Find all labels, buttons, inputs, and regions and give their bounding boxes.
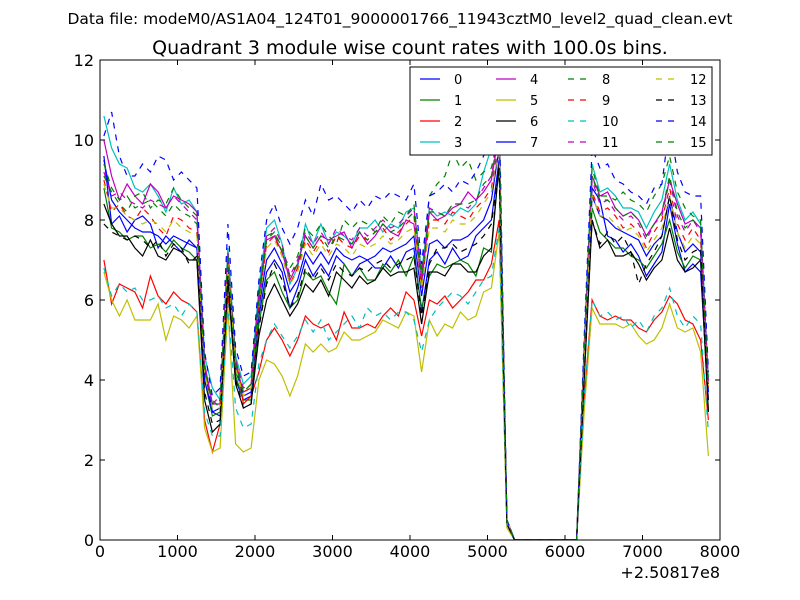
x-tick-label: 0 [95,542,105,561]
legend-label-6: 6 [530,115,538,130]
series-line-5 [103,231,709,540]
x-tick-label: 5000 [467,542,508,561]
y-tick-label: 6 [84,291,94,310]
legend-label-7: 7 [530,136,538,151]
legend-label-11: 11 [602,136,619,151]
legend-label-12: 12 [690,73,707,88]
y-tick-label: 10 [74,131,94,150]
y-tick-label: 12 [74,51,94,70]
axes-layer: 0 1000 2000 3000 4000 5000 6000 7000 80000246810… [74,51,741,561]
y-tick-label: 8 [84,211,94,230]
x-tick-label: 2000 [235,542,276,561]
legend-label-4: 4 [530,73,538,88]
series-line-2 [103,219,709,540]
series-line-7 [103,147,709,540]
x-offset-label: +2.50817e8 [620,563,720,582]
x-tick-label: 1000 [157,542,198,561]
series-line-10 [103,227,709,540]
series-layer [103,99,709,540]
legend-label-13: 13 [690,94,707,109]
x-tick-label: 6000 [545,542,586,561]
chart-title: Quadrant 3 module wise count rates with … [152,37,668,59]
series-line-3 [103,115,709,540]
legend-label-2: 2 [454,115,462,130]
x-tick-label: 4000 [390,542,431,561]
x-tick-label: 3000 [312,542,353,561]
figure-suptitle: Data file: modeM0/AS1A04_124T01_90000017… [67,10,732,29]
legend-label-0: 0 [454,73,462,88]
x-tick-label: 8000 [700,542,741,561]
legend-label-9: 9 [602,94,610,109]
series-line-11 [103,131,709,540]
y-tick-label: 2 [84,451,94,470]
series-line-8 [103,131,709,540]
legend-label-14: 14 [690,115,707,130]
legend-box [409,66,713,156]
legend-label-8: 8 [602,73,610,88]
series-line-4 [103,131,709,540]
series-line-9 [103,139,709,540]
legend-label-5: 5 [530,94,538,109]
legend-label-10: 10 [602,115,619,130]
series-line-6 [103,163,709,540]
y-tick-label: 4 [84,371,94,390]
series-line-13 [103,167,709,540]
legend-label-3: 3 [454,136,462,151]
y-tick-label: 0 [84,531,94,550]
series-line-15 [103,131,709,540]
series-line-14 [103,99,709,540]
legend-label-1: 1 [454,94,462,109]
x-tick-label: 7000 [622,542,663,561]
series-line-12 [103,147,709,540]
legend-label-15: 15 [690,136,707,151]
